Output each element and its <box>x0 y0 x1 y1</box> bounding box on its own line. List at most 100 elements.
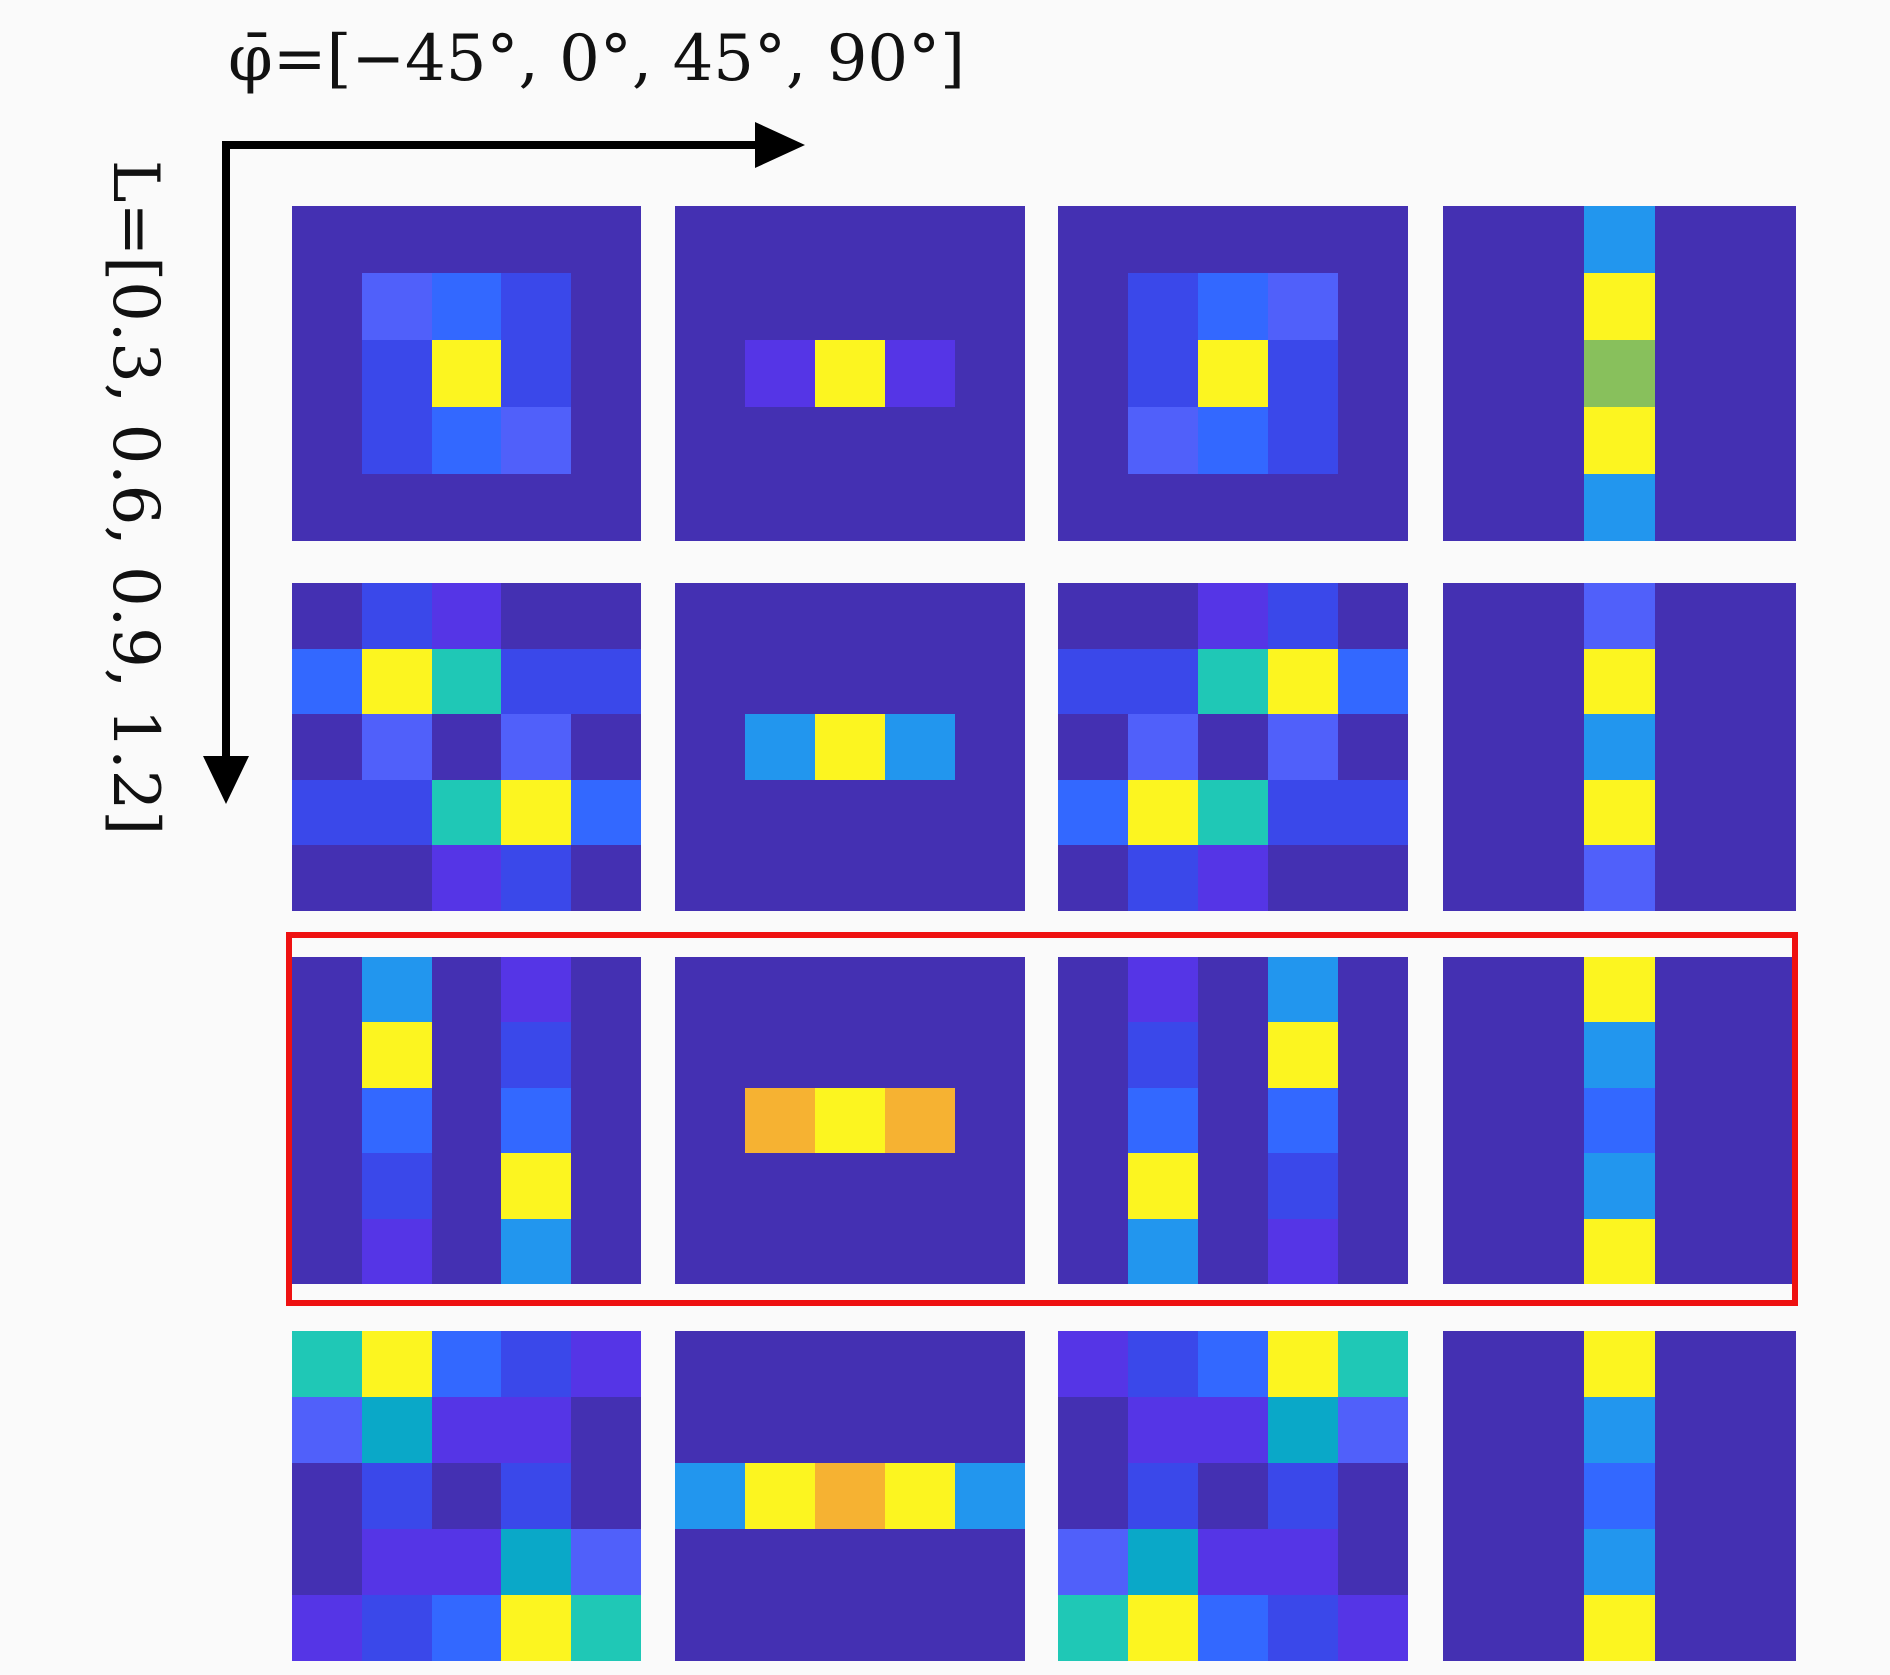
heatmap-cell <box>292 583 362 649</box>
heatmap-cell <box>745 273 815 340</box>
heatmap-cell <box>1443 340 1514 407</box>
heatmap-cell <box>1443 1397 1514 1463</box>
heatmap-cell <box>1584 1087 1655 1154</box>
heatmap-cell <box>885 407 955 474</box>
heatmap-cell <box>431 648 502 715</box>
heatmap-cell <box>1338 1331 1408 1397</box>
heatmap-cell <box>292 648 362 715</box>
heatmap-cell <box>745 1087 815 1154</box>
heatmap-cell <box>1128 1218 1198 1284</box>
heatmap-cell <box>815 1218 885 1284</box>
heatmap-cell <box>1654 1087 1726 1154</box>
heatmap-cell <box>1443 1331 1514 1397</box>
heatmap-cell <box>501 648 572 715</box>
heatmap-cell <box>1654 407 1726 474</box>
heatmap-cell <box>1725 474 1796 541</box>
heatmap-cell <box>955 1087 1025 1154</box>
heatmap-cell <box>1443 714 1514 780</box>
heatmap-cell <box>1268 1463 1338 1529</box>
heatmap-cell <box>1338 1218 1408 1284</box>
heatmap-cell <box>431 1463 502 1529</box>
heatmap-cell <box>501 714 572 780</box>
heatmap-cell <box>955 1153 1025 1219</box>
heatmap-cell <box>745 714 815 780</box>
heatmap-cell <box>1128 1463 1198 1529</box>
heatmap-cell <box>815 957 885 1023</box>
heatmap-cell <box>885 273 955 340</box>
heatmap-cell <box>1198 1529 1268 1595</box>
heatmap-cell <box>1338 1529 1408 1595</box>
heatmap-cell <box>431 583 502 649</box>
heatmap-cell <box>1654 957 1726 1023</box>
heatmap-cell <box>955 474 1025 541</box>
heatmap-cell <box>571 407 641 474</box>
heatmap-panel-L0.9-phi45° <box>1058 957 1408 1284</box>
heatmap-cell <box>1654 273 1726 340</box>
heatmap-cell <box>1654 1595 1726 1661</box>
heatmap-cell <box>1725 340 1796 407</box>
heatmap-cell <box>1513 779 1585 846</box>
heatmap-cell <box>431 474 502 541</box>
heatmap-cell <box>745 340 815 407</box>
heatmap-cell <box>1584 1595 1655 1661</box>
heatmap-cell <box>1128 714 1198 780</box>
heatmap-cell <box>955 206 1025 273</box>
heatmap-cell <box>1725 583 1796 649</box>
heatmap-cell <box>1058 273 1128 340</box>
heatmap-cell <box>292 206 362 273</box>
heatmap-cell <box>1513 1022 1585 1088</box>
heatmap-cell <box>361 1529 432 1595</box>
horizontal-axis-arrow-line <box>222 141 762 149</box>
heatmap-cell <box>1725 648 1796 715</box>
heatmap-cell <box>571 957 641 1023</box>
heatmap-cell <box>571 1153 641 1219</box>
heatmap-cell <box>1128 1529 1198 1595</box>
heatmap-cell <box>1268 583 1338 649</box>
heatmap-cell <box>1584 474 1655 541</box>
heatmap-cell <box>675 1153 745 1219</box>
heatmap-cell <box>1338 340 1408 407</box>
heatmap-cell <box>501 845 572 911</box>
heatmap-cell <box>815 340 885 407</box>
heatmap-cell <box>431 1153 502 1219</box>
heatmap-cell <box>955 648 1025 715</box>
heatmap-cell <box>1268 845 1338 911</box>
heatmap-cell <box>1128 474 1198 541</box>
heatmap-cell <box>815 1397 885 1463</box>
heatmap-cell <box>1338 273 1408 340</box>
heatmap-cell <box>1338 1463 1408 1529</box>
heatmap-cell <box>955 340 1025 407</box>
heatmap-panel-L0.6-phi0° <box>675 583 1025 911</box>
heatmap-cell <box>1513 1397 1585 1463</box>
heatmap-cell <box>1058 407 1128 474</box>
heatmap-cell <box>885 1218 955 1284</box>
heatmap-cell <box>745 1153 815 1219</box>
heatmap-cell <box>431 206 502 273</box>
heatmap-cell <box>1443 206 1514 273</box>
heatmap-cell <box>1198 1022 1268 1088</box>
heatmap-cell <box>1513 340 1585 407</box>
heatmap-cell <box>745 845 815 911</box>
heatmap-cell <box>1268 1529 1338 1595</box>
heatmap-panel-L0.3-phi90° <box>1443 206 1796 541</box>
heatmap-cell <box>501 1153 572 1219</box>
heatmap-cell <box>1058 1463 1128 1529</box>
heatmap-cell <box>1513 957 1585 1023</box>
heatmap-cell <box>955 714 1025 780</box>
heatmap-cell <box>1513 648 1585 715</box>
heatmap-cell <box>1268 407 1338 474</box>
heatmap-cell <box>885 957 955 1023</box>
heatmap-cell <box>1443 474 1514 541</box>
heatmap-cell <box>292 1595 362 1661</box>
heatmap-cell <box>1338 474 1408 541</box>
heatmap-cell <box>431 1331 502 1397</box>
heatmap-cell <box>885 1153 955 1219</box>
heatmap-cell <box>501 957 572 1023</box>
heatmap-cell <box>885 1463 955 1529</box>
heatmap-cell <box>675 474 745 541</box>
heatmap-cell <box>745 1397 815 1463</box>
heatmap-cell <box>1268 1331 1338 1397</box>
heatmap-cell <box>675 407 745 474</box>
heatmap-cell <box>815 648 885 715</box>
heatmap-cell <box>1198 1595 1268 1661</box>
